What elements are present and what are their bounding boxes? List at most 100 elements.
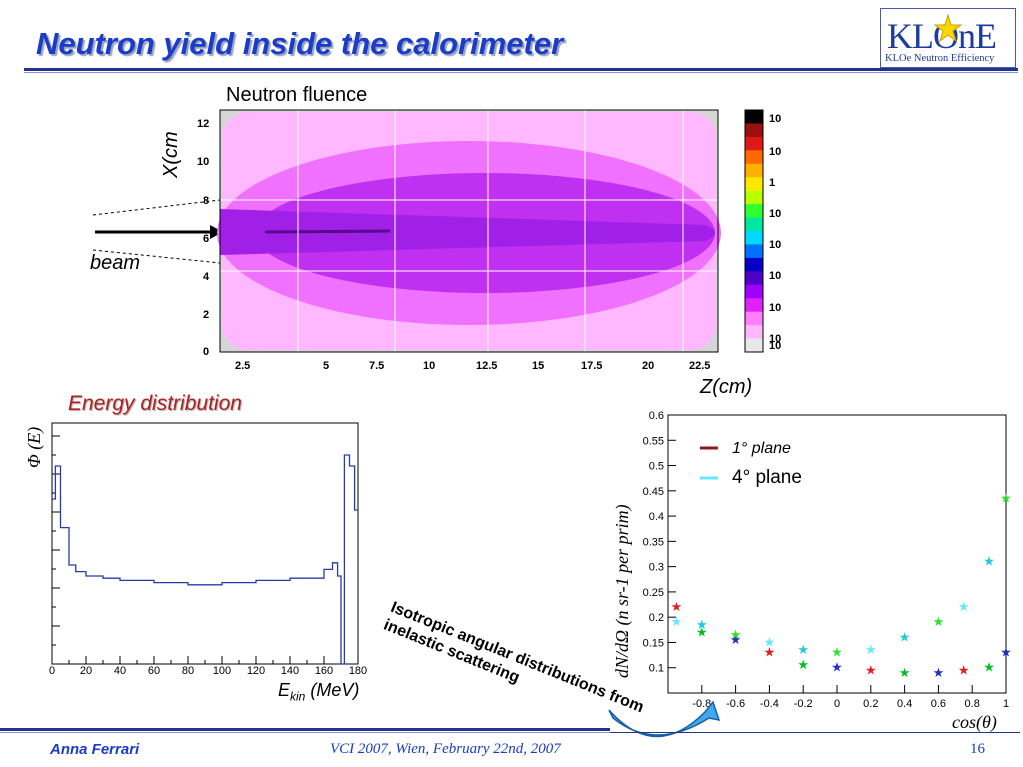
page-title: Neutron yield inside the calorimeter [36, 26, 564, 61]
colorbar-swatch [745, 257, 763, 272]
angular-point: ★ [764, 635, 776, 650]
fluence-xticks: 2.5 5 7.5 10 12.5 15 17.5 20 22.5 [235, 360, 710, 372]
colorbar-swatch [745, 150, 763, 165]
colorbar-swatch [745, 338, 763, 353]
colorbar-swatch [745, 110, 763, 124]
colorbar-swatch [745, 311, 763, 326]
angular-point: ★ [797, 658, 809, 673]
angular-point: ★ [865, 643, 877, 658]
energy-xtick-label: 60 [148, 665, 160, 677]
xtick: 12.5 [476, 360, 497, 372]
ytick-8: 8 [203, 195, 209, 207]
angular-xlabel: cos(θ) [952, 712, 997, 732]
colorbar-swatch [745, 244, 763, 259]
colorbar-swatch [745, 298, 763, 313]
colorbar-swatch [745, 217, 763, 232]
energy-axis-ticks [51, 435, 359, 665]
angular-point: ★ [899, 630, 911, 645]
legend-4deg: 4° plane [732, 467, 802, 488]
energy-xtick-label: 180 [349, 665, 367, 677]
angular-xtick-label: 0.6 [931, 698, 946, 710]
ytick-10: 10 [197, 156, 209, 168]
angular-xtick-label: 0.8 [965, 698, 980, 710]
title-divider-thin [24, 72, 1018, 73]
angular-ytick-label: 0.6 [649, 410, 664, 422]
angular-point: ★ [831, 661, 843, 676]
fluence-colorbar: 10210110-110-210-310-410-510 [744, 109, 781, 353]
angular-point: ★ [730, 628, 742, 643]
angular-point: ★ [730, 633, 742, 648]
angular-xtick-label: 0.2 [863, 698, 878, 710]
angular-xtick-label: 0 [834, 698, 840, 710]
angular-point: ★ [933, 666, 945, 681]
footer-divider-right [610, 732, 1020, 733]
angular-point: ★ [1000, 491, 1012, 506]
footer-author: Anna Ferrari [50, 741, 140, 758]
footer-divider-thin [0, 732, 610, 733]
angular-point: ★ [958, 663, 970, 678]
footer-divider [0, 728, 610, 731]
angular-point: ★ [899, 666, 911, 681]
energy-xlabel: Ekin (MeV) [278, 680, 359, 704]
colorbar-label: 10 [769, 146, 781, 158]
fluence-grid [220, 110, 718, 352]
angular-point: ★ [696, 618, 708, 633]
xtick: 17.5 [581, 360, 602, 372]
angular-xtick-label: 1 [1003, 698, 1009, 710]
footer-conference: VCI 2007, Wien, February 22nd, 2007 [330, 741, 561, 757]
energy-title: Energy distribution [68, 392, 242, 415]
angular-point: ★ [958, 600, 970, 615]
angular-point: ★ [797, 643, 809, 658]
angular-xtick-label: 0.4 [897, 698, 912, 710]
energy-xtick-label: 80 [182, 665, 194, 677]
page-number: 16 [970, 741, 985, 757]
colorbar-swatch [745, 136, 763, 151]
angular-ytick-label: 0.4 [649, 511, 664, 523]
angular-xtick-label: -0.4 [760, 698, 779, 710]
energy-frame [51, 422, 359, 665]
curved-arrow-icon [608, 700, 721, 738]
energy-xlabel-unit: (MeV) [305, 680, 360, 700]
fluence-plot: 10210110-110-210-310-410-510 0 2 4 6 8 1… [92, 109, 781, 372]
colorbar-swatch [745, 271, 763, 286]
angular-point: ★ [933, 615, 945, 630]
angular-point: ★ [831, 646, 843, 661]
fluence-xlabel: Z(cm) [700, 376, 753, 398]
energy-chart: 0 20 40 60 80 100 120 140 160 180 [49, 422, 367, 677]
angular-xtick-label: -0.2 [794, 698, 813, 710]
angular-ytick-label: 0.5 [649, 461, 664, 473]
angular-point: ★ [764, 646, 776, 661]
angular-ytick-label: 0.3 [649, 562, 664, 574]
logo-subtitle: KLOe Neutron Efficiency [885, 53, 995, 64]
xtick: 5 [323, 360, 329, 372]
angular-ytick-label: 0.45 [643, 486, 664, 498]
colorbar-label: 10 [769, 113, 781, 125]
colorbar-label: 10 [769, 340, 781, 352]
xtick: 7.5 [369, 360, 384, 372]
angular-xtick-label: -0.8 [692, 698, 711, 710]
xtick: 20 [642, 360, 654, 372]
colorbar-swatch [745, 325, 763, 340]
beam-lower-dashed [92, 249, 221, 264]
energy-xtick-label: 20 [80, 665, 92, 677]
angular-yticks: 0.1 0.15 0.2 0.25 0.3 0.35 0.4 0.45 0.5 0.55 0.6 [643, 410, 676, 675]
angular-ytick-label: 0.35 [643, 536, 664, 548]
colorbar-swatch [745, 231, 763, 245]
colorbar-label: 10 [769, 208, 781, 220]
beam-label: beam [90, 252, 141, 274]
angular-point: ★ [983, 555, 995, 570]
angular-points: ★★★★★ ★ ★ ★ ★ ★ ★★★ ★★★★ ★ ★★★★★★ [671, 491, 1012, 680]
colorbar-label: 10 [769, 270, 781, 282]
energy-xlabel-sub: kin [290, 689, 306, 704]
angular-point: ★ [671, 600, 683, 615]
ytick-6: 6 [203, 233, 209, 245]
ytick-2: 2 [203, 309, 209, 321]
energy-xtick-label: 120 [247, 665, 265, 677]
colorbar-label: 10 [769, 333, 781, 345]
colorbar-swatch [745, 177, 763, 192]
ytick-12: 12 [197, 118, 209, 130]
colorbar-swatch [745, 163, 763, 178]
angular-point: ★ [671, 615, 683, 630]
xtick: 2.5 [235, 360, 250, 372]
angular-point: ★ [983, 661, 995, 676]
